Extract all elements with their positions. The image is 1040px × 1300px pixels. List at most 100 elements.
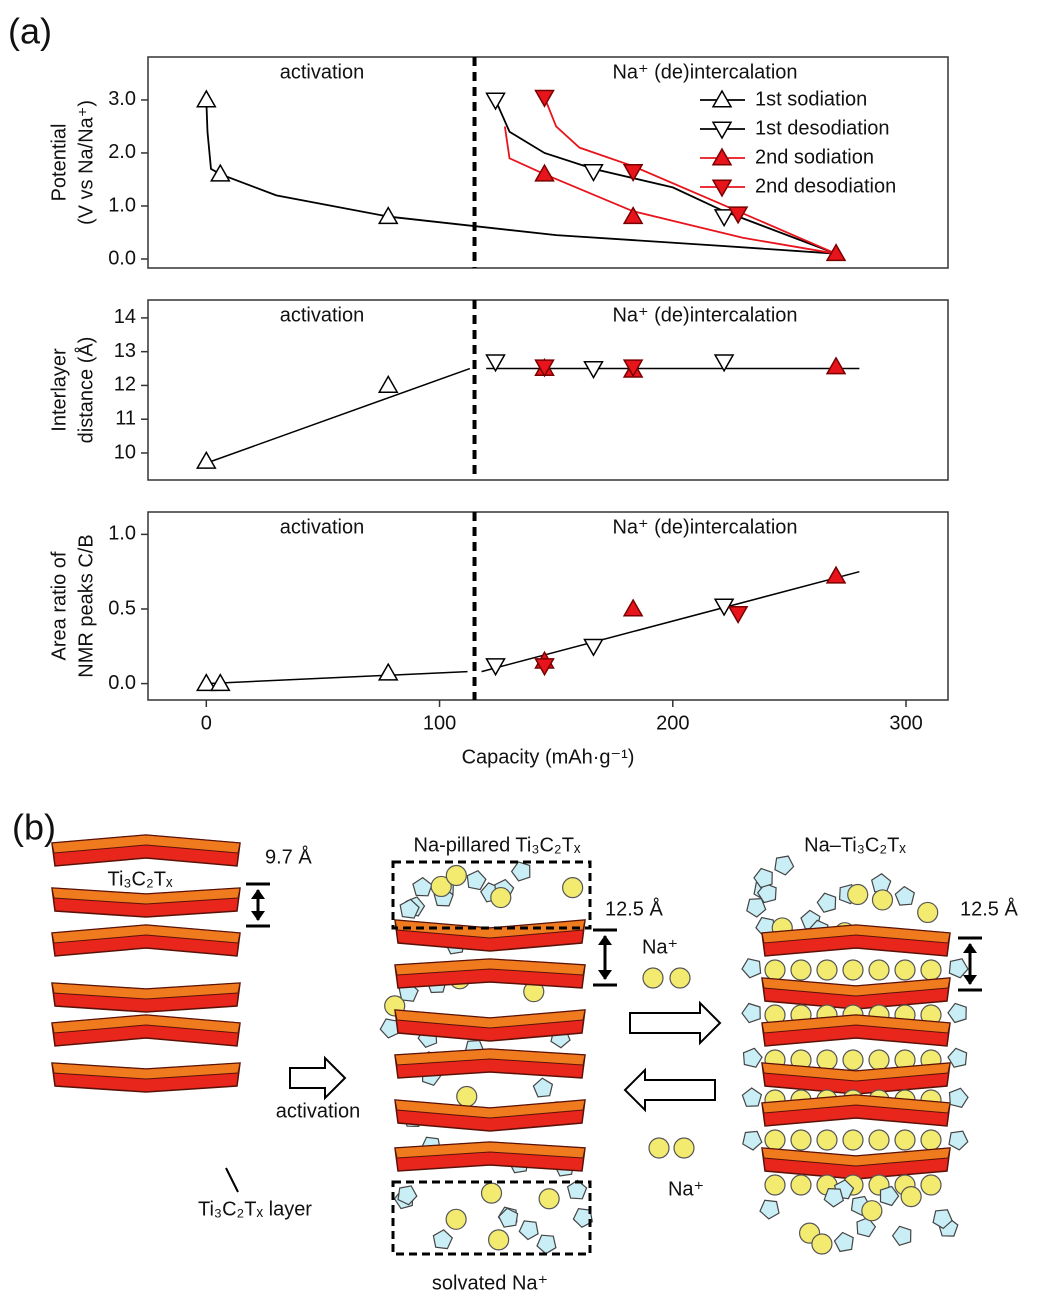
marker [196, 89, 217, 108]
stack-title: Na-pillared Ti₃C₂Tₓ [414, 834, 581, 856]
legend-marker [711, 147, 733, 166]
y-tick-label: 2.0 [108, 141, 136, 163]
solvent [891, 1225, 912, 1247]
annotation: activation [280, 516, 365, 538]
na-ion [842, 1049, 864, 1071]
layer-top [394, 919, 586, 939]
layer-top [394, 1048, 586, 1066]
y-tick-label: 1.0 [108, 194, 136, 216]
na-ion [669, 967, 691, 989]
solvent [948, 1087, 969, 1108]
x-tick-label: 200 [656, 712, 689, 734]
na-ion [894, 1129, 916, 1151]
na-ion [445, 1208, 467, 1230]
na-ion [562, 877, 584, 899]
solvent [856, 1216, 877, 1238]
ion-label: Na⁺ [668, 1178, 704, 1200]
solvent [466, 869, 487, 891]
marker [727, 605, 749, 624]
na-ion [816, 1049, 838, 1071]
solvent [774, 855, 795, 876]
solvent [746, 897, 767, 918]
solvent [566, 1179, 588, 1200]
marker [622, 206, 644, 225]
marker [622, 598, 644, 617]
x-tick-label: 100 [423, 712, 456, 734]
na-ion [816, 959, 838, 981]
solvent [894, 885, 915, 906]
na-ion [871, 889, 894, 911]
panel-label: (b) [12, 807, 56, 848]
series-line [543, 96, 837, 255]
na-ion [842, 1129, 864, 1151]
layer-top [51, 924, 241, 944]
bottom-label: solvated Na⁺ [432, 1272, 548, 1294]
fit-line [206, 670, 468, 685]
na-ion [868, 959, 890, 981]
legend-marker [711, 121, 733, 140]
annotation: Na⁺ (de)intercalation [612, 516, 797, 538]
marker [485, 658, 506, 677]
layer-top [394, 958, 586, 976]
marker [534, 359, 555, 378]
diagram: (b) Ti₃C₂Tₓ 9.7 Å activation Ti₃C₂Tₓ lay… [12, 807, 1018, 1295]
na-ion [790, 1129, 812, 1151]
marker [210, 163, 231, 182]
y-axis-label: (V vs Na/Na⁺) [75, 100, 97, 225]
legend-label: 1st desodiation [755, 117, 890, 139]
layer-top [761, 1062, 951, 1082]
marker [622, 359, 644, 378]
na-ion [456, 1085, 478, 1108]
y-axis-label: Area ratio of [48, 551, 70, 660]
y-axis-label: Potential [48, 124, 70, 202]
process-arrow [629, 1000, 722, 1046]
x-tick-label: 300 [889, 712, 922, 734]
na-ion [764, 959, 786, 981]
marker [713, 209, 735, 228]
solvent [947, 1002, 967, 1024]
na-ion [920, 1129, 942, 1151]
marker [534, 89, 555, 108]
y-tick-label: 12 [114, 374, 136, 396]
y-tick-label: 0.0 [108, 247, 136, 269]
marker [825, 243, 847, 262]
na-ion [868, 1129, 890, 1151]
ion-label: Na⁺ [642, 936, 678, 958]
layer-top [761, 1094, 951, 1114]
solvent [833, 1231, 854, 1253]
solvent [756, 882, 777, 904]
y-tick-label: 3.0 [108, 88, 136, 110]
layer-top [51, 982, 241, 1000]
layer-top [761, 1014, 951, 1034]
layer-top [394, 1141, 586, 1159]
na-ion [894, 959, 916, 981]
marker [583, 361, 604, 380]
annotation: activation [280, 61, 365, 83]
process-arrow [289, 1055, 347, 1101]
na-ion [642, 967, 664, 989]
y-axis-label: NMR peaks C/B [75, 534, 97, 677]
fit-line [481, 570, 860, 673]
plot-frame [147, 56, 949, 269]
marker [583, 638, 604, 657]
arrow-head [963, 975, 977, 985]
na-ion [842, 959, 864, 981]
leader [225, 1167, 239, 1193]
na-ion [538, 1188, 560, 1210]
y-tick-label: 0.0 [108, 672, 136, 694]
layer-top [51, 1062, 241, 1080]
na-ion [868, 1049, 890, 1071]
arrow-head [251, 889, 265, 899]
marker [534, 163, 555, 182]
marker [196, 450, 217, 469]
y-tick-label: 14 [114, 306, 136, 328]
layer-top [761, 977, 951, 997]
legend-marker [711, 179, 733, 198]
legend-label: 2nd desodiation [755, 175, 896, 197]
annotation: Na⁺ (de)intercalation [612, 61, 797, 83]
series-line [205, 99, 837, 255]
marker [825, 565, 847, 584]
na-ion [790, 1174, 812, 1196]
solvent [741, 958, 762, 979]
na-ion [920, 1174, 942, 1196]
